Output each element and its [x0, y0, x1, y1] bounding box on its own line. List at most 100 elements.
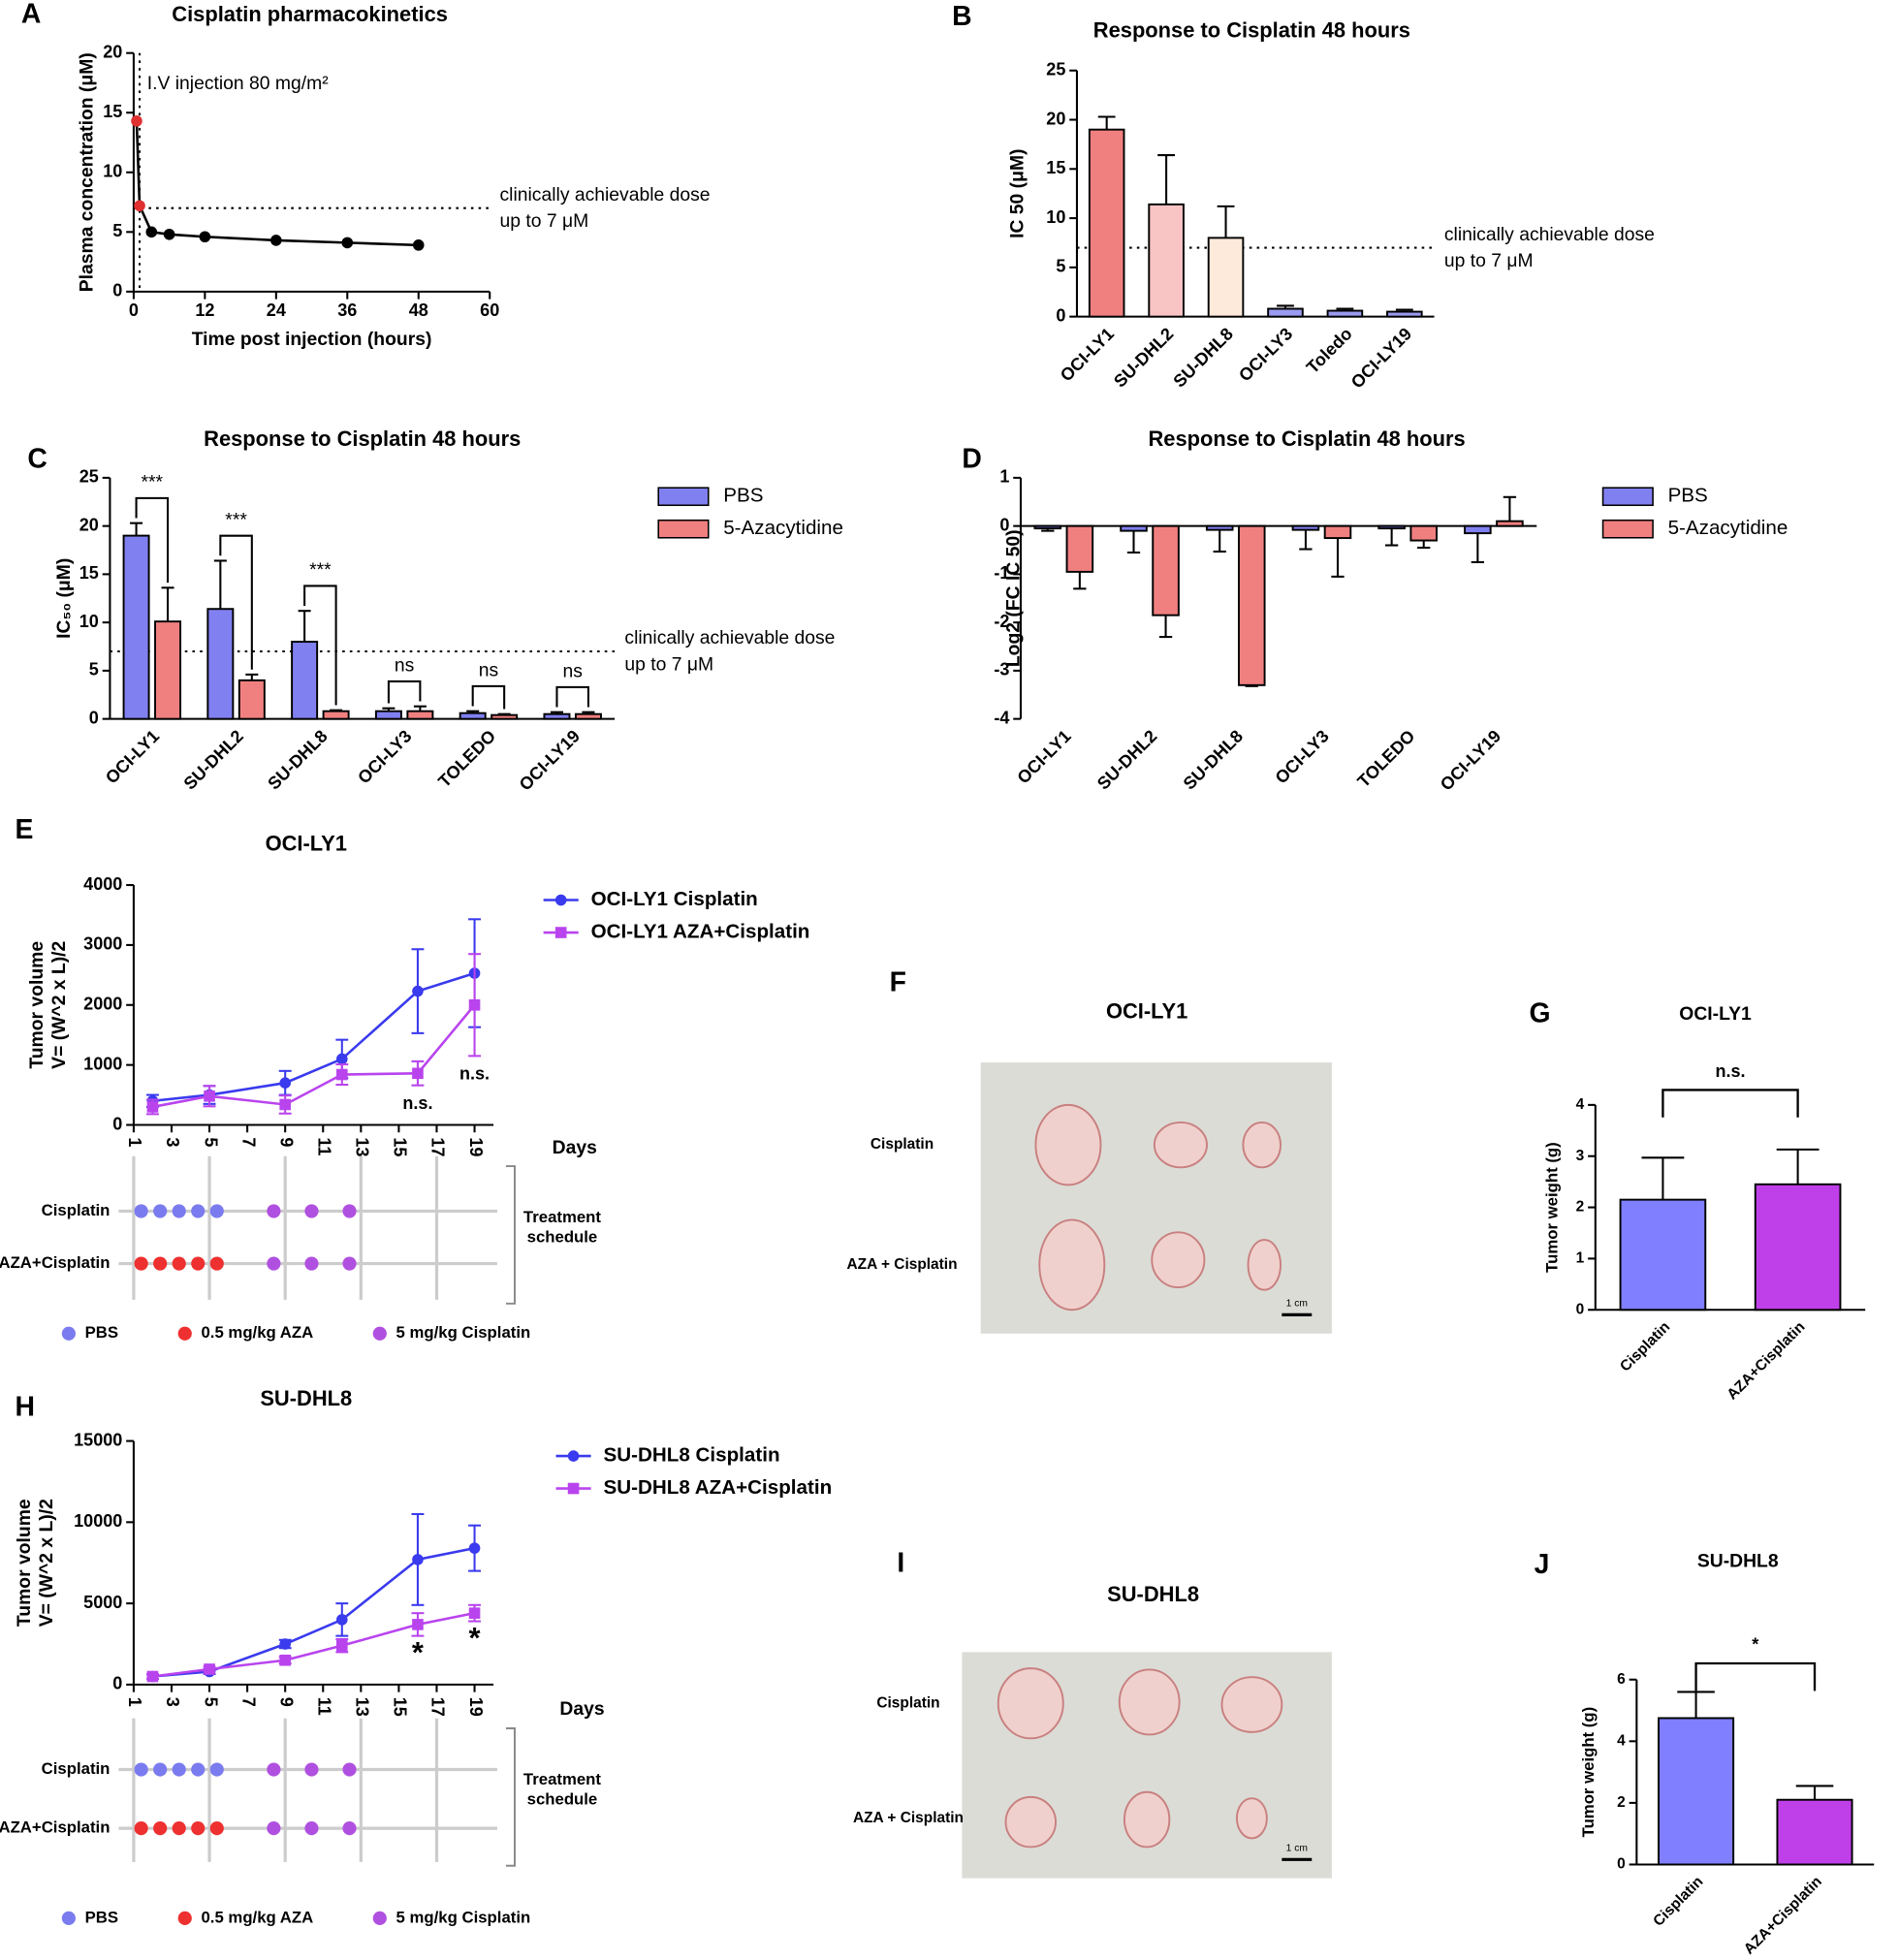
- reference-label: I.V injection 80 mg/m²: [147, 74, 329, 94]
- x-tick-label: 9: [276, 1697, 296, 1707]
- data-point: [270, 235, 282, 246]
- tumor: [1004, 1795, 1058, 1849]
- y-axis-label: IC₅₀ (μM): [54, 558, 75, 639]
- x-tick-label: SU-DHL2: [180, 726, 247, 793]
- bar: [574, 712, 602, 720]
- dose-dot: [304, 1204, 319, 1218]
- data-point: [335, 1053, 348, 1065]
- y-tick-label: 10: [79, 612, 99, 631]
- x-tick-label: OCI-LY3: [1272, 726, 1333, 787]
- y-tick-label: 10000: [74, 1511, 122, 1531]
- scale-label: 1 cm: [1286, 1299, 1308, 1310]
- significance-label: ***: [309, 560, 332, 581]
- dose-dot: [267, 1821, 281, 1836]
- chart-title: Cisplatin pharmacokinetics: [172, 2, 448, 26]
- legend-marker: [177, 1326, 192, 1341]
- data-point: [412, 1554, 424, 1565]
- x-tick-label: Toledo: [1303, 324, 1356, 377]
- photo-row-label: AZA + Cisplatin: [846, 1256, 957, 1273]
- dose-dot: [172, 1762, 186, 1777]
- bar: [154, 620, 182, 720]
- bar: [1754, 1183, 1842, 1312]
- x-tick-label: TOLEDO: [434, 726, 499, 791]
- y-tick-label: 3: [1576, 1148, 1585, 1164]
- data-point: [199, 231, 211, 243]
- y-axis-label: IC 50 (μM): [1007, 149, 1028, 238]
- data-point: [412, 1067, 424, 1080]
- x-tick-label: OCI-LY3: [1235, 324, 1296, 385]
- legend-label: 5-Azacytidine: [723, 517, 843, 539]
- dose-dot: [191, 1821, 206, 1836]
- reference-label: up to 7 μM: [500, 211, 589, 232]
- bar: [459, 711, 487, 720]
- y-tick-label: 0: [112, 281, 122, 300]
- legend-marker: [61, 1326, 76, 1341]
- legend-label: 0.5 mg/kg AZA: [201, 1323, 313, 1342]
- data-point: [335, 1614, 348, 1626]
- legend-label: 5-Azacytidine: [1668, 517, 1788, 539]
- bar: [122, 534, 150, 720]
- bracket: [505, 1165, 516, 1305]
- y-tick-label: 0: [999, 515, 1009, 534]
- x-tick-label: SU-DHL8: [1180, 726, 1247, 793]
- panel-letter: I: [897, 1548, 904, 1579]
- dose-dot: [267, 1204, 281, 1218]
- bar: [322, 710, 350, 720]
- series-line: [135, 120, 419, 247]
- x-tick-label: OCI-LY19: [1437, 726, 1504, 794]
- tumor: [997, 1667, 1064, 1740]
- x-tick-label: 13: [353, 1697, 372, 1717]
- legend-marker: [177, 1911, 192, 1925]
- significance-label: ***: [142, 473, 164, 493]
- dose-dot: [209, 1256, 224, 1271]
- y-tick-label: 3000: [83, 934, 122, 954]
- dose-dot: [134, 1204, 148, 1218]
- y-tick-label: 5: [1056, 257, 1065, 276]
- data-point: [145, 226, 158, 238]
- bar: [1033, 524, 1062, 530]
- x-tick-label: 15: [391, 1137, 410, 1156]
- tumor: [1220, 1676, 1283, 1733]
- x-axis-label: Days: [553, 1138, 597, 1158]
- x-tick-label: 48: [409, 300, 428, 320]
- legend-swatch: [657, 487, 710, 507]
- x-tick-label: 1: [125, 1137, 144, 1147]
- legend-label: 5 mg/kg Cisplatin: [396, 1323, 531, 1342]
- legend-marker: [372, 1326, 387, 1341]
- dose-dot: [191, 1762, 206, 1777]
- x-tick-label: 5: [201, 1137, 220, 1147]
- y-tick-label: 4: [1617, 1732, 1626, 1749]
- data-point: [279, 1077, 291, 1089]
- panel-letter: B: [952, 1, 971, 32]
- dose-dot: [153, 1204, 168, 1218]
- dose-dot: [134, 1762, 148, 1777]
- x-axis-label: Time post injection (hours): [192, 330, 432, 350]
- y-axis-label: Tumor weight (g): [1542, 1142, 1561, 1273]
- data-point: [146, 1670, 159, 1683]
- tumor: [1123, 1790, 1171, 1849]
- dose-dot: [342, 1821, 357, 1836]
- y-tick-label: 2: [1576, 1199, 1585, 1216]
- legend-label: OCI-LY1 Cisplatin: [591, 888, 758, 910]
- x-tick-label: 1: [125, 1697, 144, 1707]
- dose-dot: [342, 1204, 357, 1218]
- tumor: [1038, 1218, 1106, 1312]
- x-tick-label: TOLEDO: [1353, 726, 1418, 791]
- tumor-photo: [980, 1062, 1332, 1334]
- x-tick-label: OCI-LY19: [1347, 324, 1415, 392]
- data-point: [468, 998, 481, 1011]
- x-axis-label: Days: [559, 1699, 604, 1720]
- annotation: *: [412, 1635, 424, 1669]
- legend-marker: [554, 894, 567, 906]
- legend-label: PBS: [723, 485, 763, 507]
- data-point: [412, 985, 424, 997]
- x-tick-label: 7: [238, 1697, 258, 1707]
- y-tick-label: 0: [1576, 1301, 1585, 1317]
- x-tick-label: 3: [163, 1137, 182, 1147]
- y-tick-label: 4000: [83, 874, 122, 894]
- y-tick-label: 15: [79, 563, 99, 583]
- x-tick-label: OCI-LY1: [102, 726, 163, 787]
- legend-label: SU-DHL8 Cisplatin: [603, 1443, 779, 1466]
- x-tick-label: 19: [466, 1137, 486, 1156]
- bar: [1326, 309, 1364, 318]
